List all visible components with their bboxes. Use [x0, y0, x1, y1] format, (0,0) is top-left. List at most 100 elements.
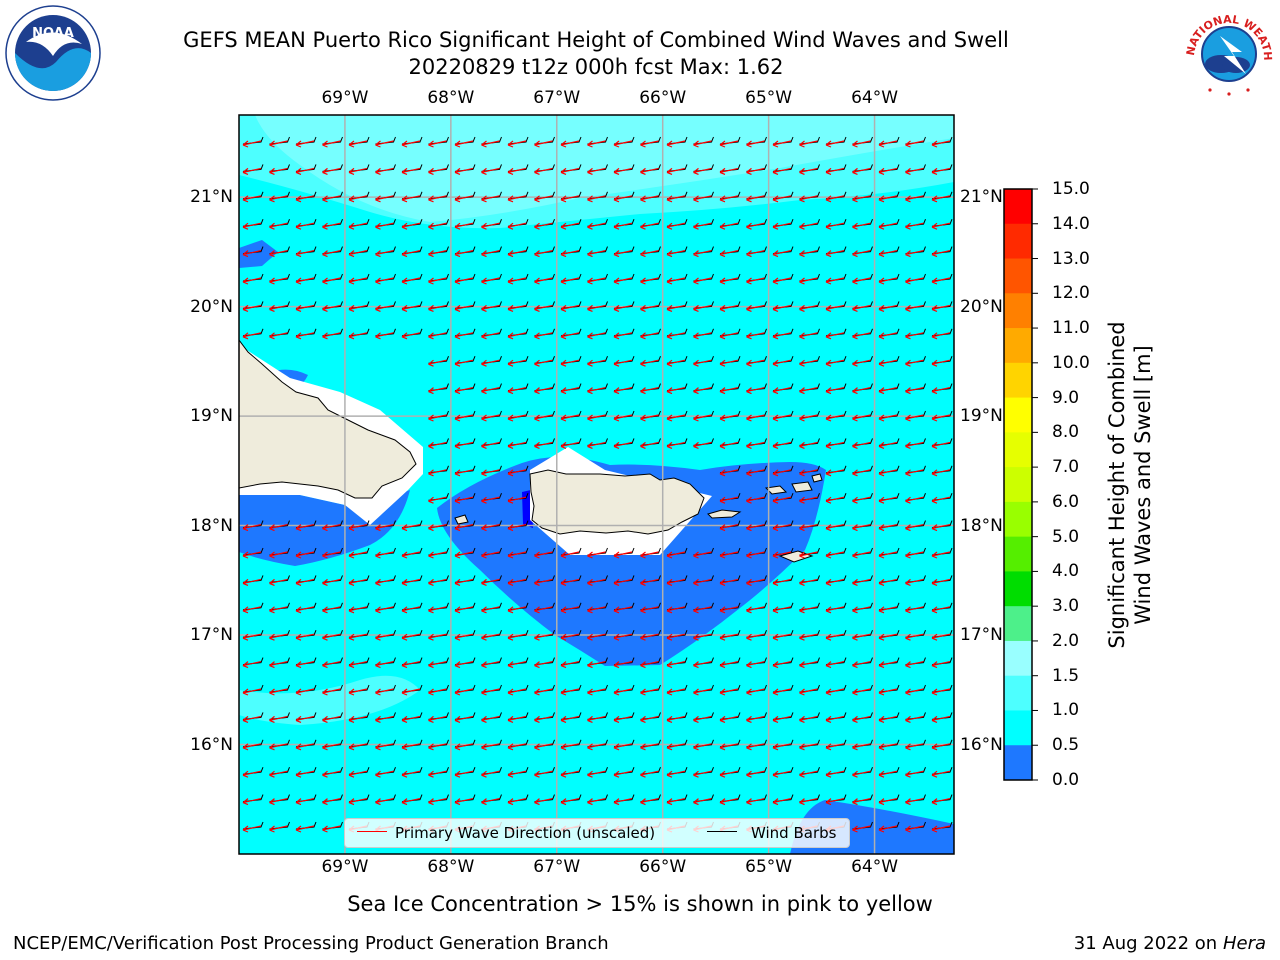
wave-arrow: [587, 277, 606, 285]
wave-arrow: [931, 387, 951, 395]
wave-arrow: [322, 633, 341, 641]
wave-arrow: [322, 606, 341, 614]
wave-arrow: [348, 661, 368, 669]
wave-arrow: [878, 277, 898, 285]
wave-arrow: [242, 770, 262, 778]
wave-arrow: [613, 140, 633, 148]
wave-arrow: [481, 304, 500, 312]
colorbar-label-10: 5.0: [1052, 526, 1080, 547]
wave-arrow: [587, 770, 606, 778]
wave-arrow: [322, 770, 341, 778]
wave-arrow: [852, 551, 871, 559]
wave-arrow: [931, 469, 951, 477]
wave-arrow: [613, 743, 633, 751]
lat-tick-right-2: 19°N: [960, 406, 1003, 427]
wave-arrow: [534, 195, 553, 203]
wave-arrow: [719, 496, 739, 504]
wave-arrow: [613, 633, 633, 641]
wave-arrow: [242, 332, 262, 340]
wave-arrow: [401, 222, 421, 230]
wave-arrow: [507, 578, 527, 586]
wave-arrow: [613, 332, 633, 340]
wave-arrow: [693, 140, 712, 148]
wave-arrow: [693, 743, 712, 751]
wave-arrow: [693, 359, 712, 367]
wave-arrow: [534, 167, 553, 175]
wave-arrow: [825, 414, 845, 422]
wave-arrow: [560, 332, 580, 340]
wave-arrow: [666, 551, 686, 559]
wave-arrow: [534, 606, 553, 614]
wave-arrow: [269, 167, 288, 175]
wave-arrow: [878, 496, 898, 504]
wave-arrow: [640, 770, 659, 778]
wave-arrow: [772, 304, 792, 312]
wave-arrow: [401, 715, 421, 723]
wave-arrow: [322, 715, 341, 723]
colorbar-label-14: 1.5: [1052, 665, 1080, 686]
wave-arrow: [693, 250, 712, 258]
wave-arrow: [772, 633, 792, 641]
colorbar: [1003, 188, 1038, 781]
wave-arrow: [931, 661, 951, 669]
wave-arrow: [269, 578, 288, 586]
wave-arrow: [401, 277, 421, 285]
wave-arrow: [401, 304, 421, 312]
wave-arrow: [428, 715, 447, 723]
land-vieques: [707, 509, 742, 519]
wave-arrow: [507, 606, 527, 614]
wave-arrow: [905, 469, 924, 477]
wave-arrow: [454, 304, 474, 312]
wave-arrow: [931, 606, 951, 614]
wave-arrow: [348, 140, 368, 148]
wave-arrow: [746, 633, 765, 641]
wave-arrow: [454, 798, 474, 806]
wave-arrow: [852, 167, 871, 175]
wave-arrow: [375, 578, 394, 586]
wave-arrow: [507, 414, 527, 422]
wave-arrow: [719, 578, 739, 586]
wave-arrow: [878, 414, 898, 422]
wave-arrow: [454, 277, 474, 285]
wave-arrow: [825, 798, 845, 806]
wave-arrow: [454, 524, 474, 532]
wave-arrow: [401, 524, 421, 532]
wave-arrow: [905, 743, 924, 751]
wave-arrow: [852, 661, 871, 669]
wave-arrow: [348, 606, 368, 614]
wave-arrow: [454, 770, 474, 778]
wave-arrow: [825, 770, 845, 778]
wave-arrow: [242, 743, 262, 751]
wave-arrow: [534, 250, 553, 258]
wave-arrow: [295, 661, 315, 669]
wave-arrow: [666, 715, 686, 723]
lon-tick-top-4: 65°W: [745, 88, 793, 108]
wave-arrow: [560, 250, 580, 258]
wave-arrow: [269, 688, 288, 696]
wave-arrow: [931, 140, 951, 148]
wave-arrow: [719, 661, 739, 669]
wave-arrow: [481, 770, 500, 778]
colorbar-label-13: 2.0: [1052, 630, 1080, 651]
wave-arrow: [454, 332, 474, 340]
wave-arrow: [666, 633, 686, 641]
wave-arrow: [454, 606, 474, 614]
wave-arrow: [878, 387, 898, 395]
wave-arrow: [746, 743, 765, 751]
wave-arrow: [640, 359, 659, 367]
wave-arrow: [852, 743, 871, 751]
wave-arrow: [242, 222, 262, 230]
wave-arrow: [799, 770, 818, 778]
colorbar-label-8: 7.0: [1052, 457, 1080, 478]
wave-arrow: [269, 140, 288, 148]
wave-arrow: [799, 633, 818, 641]
wave-arrow: [746, 661, 765, 669]
wave-arrow: [295, 688, 315, 696]
wave-arrow: [746, 414, 765, 422]
wave-arrow: [322, 551, 341, 559]
wave-arrow: [507, 715, 527, 723]
wave-arrow: [269, 715, 288, 723]
wave-arrow: [852, 715, 871, 723]
wave-arrow: [534, 661, 553, 669]
wave-arrow: [719, 715, 739, 723]
